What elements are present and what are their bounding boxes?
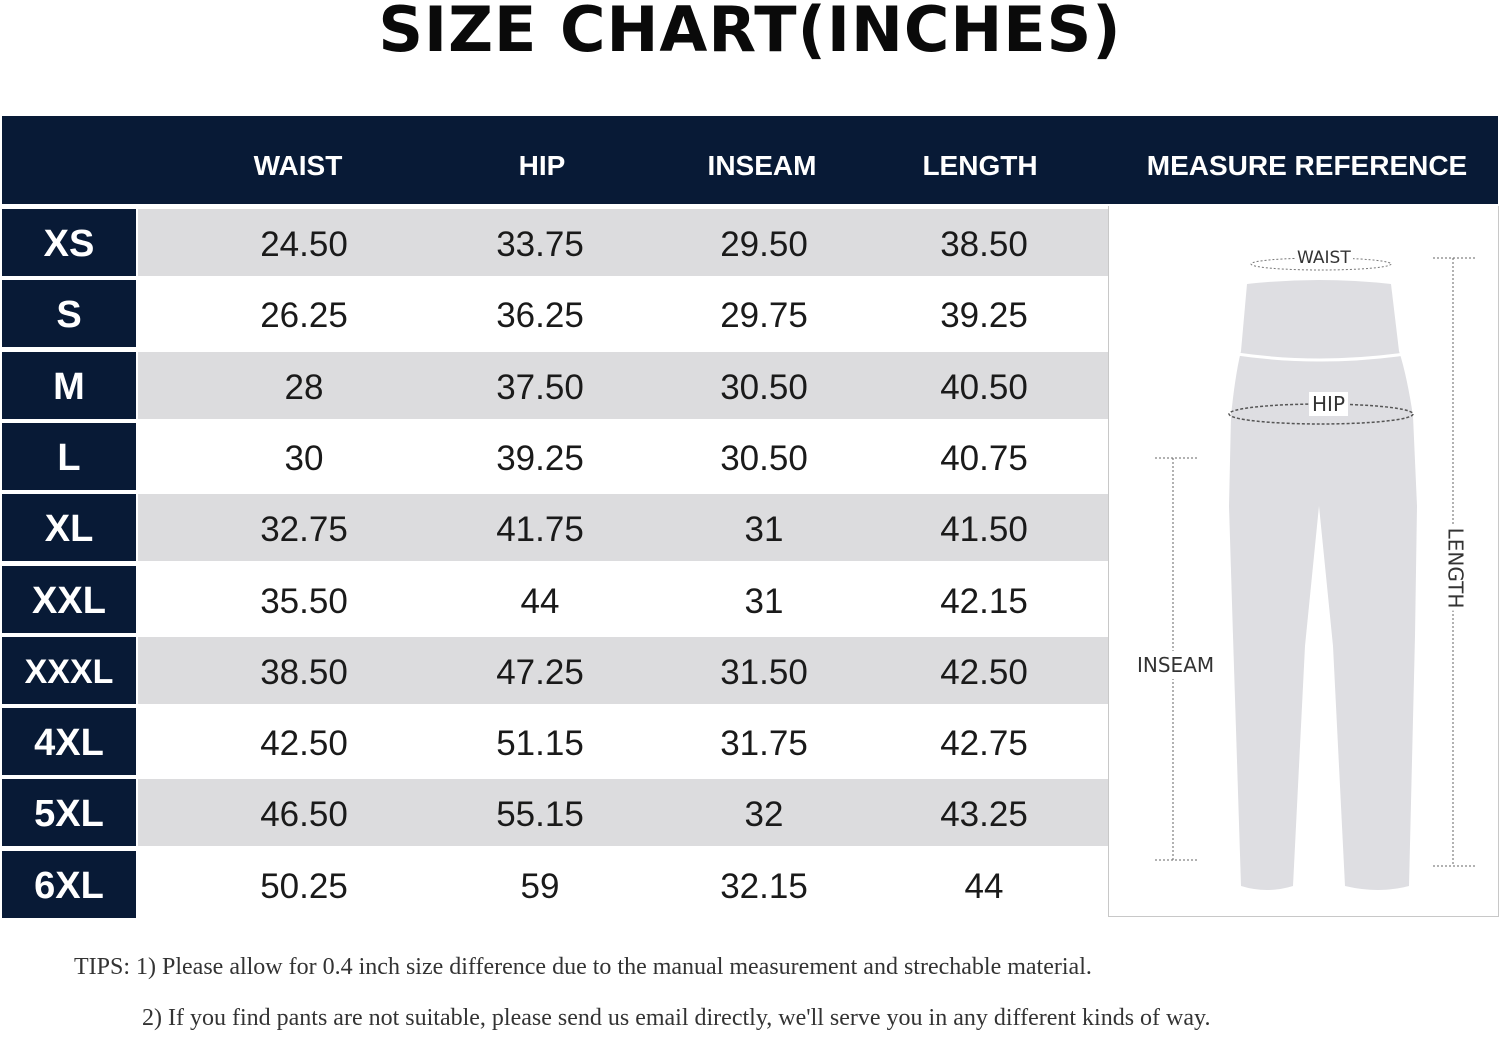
size-label: XS (2, 209, 136, 276)
hip-value: 41.75 (496, 510, 584, 549)
inseam-label: INSEAM (1135, 651, 1217, 679)
inseam-value: 32.15 (720, 867, 808, 906)
pants-diagram (1155, 257, 1475, 890)
hip-value: 47.25 (496, 653, 584, 692)
size-label: XL (2, 494, 136, 561)
inseam-value: 31 (744, 510, 784, 549)
table-header: WAIST HIP INSEAM LENGTH MEASURE REFERENC… (2, 116, 1498, 204)
waist-value: 32.75 (260, 510, 348, 549)
tips-line-2: 2) If you find pants are not suitable, p… (142, 1005, 1211, 1031)
measure-reference-panel: WAIST HIP INSEAM LENGTH (1108, 206, 1499, 917)
hip-value: 44 (520, 582, 560, 621)
inseam-value: 30.50 (720, 368, 808, 407)
page-title: SIZE CHART(INCHES) (378, 0, 1122, 66)
row-values: 35.50 44 31 42.15 (138, 566, 1108, 633)
waist-value: 42.50 (260, 724, 348, 763)
length-value: 42.15 (940, 582, 1028, 621)
size-label: S (2, 280, 136, 347)
table-row: S 26.25 36.25 29.75 39.25 (2, 280, 1108, 347)
waist-value: 35.50 (260, 582, 348, 621)
table-row: M 28 37.50 30.50 40.50 (2, 352, 1108, 419)
length-value: 40.75 (940, 439, 1028, 478)
size-label: XXXL (2, 637, 136, 704)
header-length: LENGTH (922, 150, 1038, 181)
row-values: 42.50 51.15 31.75 42.75 (138, 708, 1108, 775)
length-label: LENGTH (1443, 525, 1468, 611)
size-label: M (2, 352, 136, 419)
row-values: 50.25 59 32.15 44 (138, 851, 1108, 918)
table-row: 5XL 46.50 55.15 32 43.25 (2, 779, 1108, 846)
waist-value: 38.50 (260, 653, 348, 692)
inseam-value: 31.75 (720, 724, 808, 763)
size-label: 5XL (2, 779, 136, 846)
table-row: 4XL 42.50 51.15 31.75 42.75 (2, 708, 1108, 775)
header-inseam: INSEAM (707, 150, 817, 181)
row-values: 38.50 47.25 31.50 42.50 (138, 637, 1108, 704)
row-values: 32.75 41.75 31 41.50 (138, 494, 1108, 561)
inseam-value: 32 (744, 795, 784, 834)
inseam-value: 31.50 (720, 653, 808, 692)
header-waist: WAIST (253, 150, 343, 181)
hip-value: 37.50 (496, 368, 584, 407)
hip-value: 39.25 (496, 439, 584, 478)
waist-value: 26.25 (260, 296, 348, 335)
hip-label: HIP (1309, 392, 1348, 416)
length-value: 40.50 (940, 368, 1028, 407)
row-values: 24.50 33.75 29.50 38.50 (138, 209, 1108, 276)
header-measure-reference: MEASURE REFERENCE (1146, 150, 1468, 181)
waist-value: 50.25 (260, 867, 348, 906)
hip-value: 36.25 (496, 296, 584, 335)
size-label: L (2, 423, 136, 490)
size-label: XXL (2, 566, 136, 633)
hip-value: 51.15 (496, 724, 584, 763)
size-label: 4XL (2, 708, 136, 775)
waist-label: WAIST (1295, 248, 1353, 268)
hip-value: 33.75 (496, 225, 584, 264)
table-row: 6XL 50.25 59 32.15 44 (2, 851, 1108, 918)
hip-value: 55.15 (496, 795, 584, 834)
waist-value: 28 (284, 368, 324, 407)
row-values: 46.50 55.15 32 43.25 (138, 779, 1108, 846)
hip-value: 59 (520, 867, 560, 906)
table-row: XL 32.75 41.75 31 41.50 (2, 494, 1108, 561)
length-value: 42.75 (940, 724, 1028, 763)
length-value: 41.50 (940, 510, 1028, 549)
table-row: L 30 39.25 30.50 40.75 (2, 423, 1108, 490)
inseam-value: 30.50 (720, 439, 808, 478)
length-value: 43.25 (940, 795, 1028, 834)
length-value: 42.50 (940, 653, 1028, 692)
row-values: 28 37.50 30.50 40.50 (138, 352, 1108, 419)
inseam-value: 31 (744, 582, 784, 621)
table-row: XXL 35.50 44 31 42.15 (2, 566, 1108, 633)
row-values: 30 39.25 30.50 40.75 (138, 423, 1108, 490)
table-row: XXXL 38.50 47.25 31.50 42.50 (2, 637, 1108, 704)
waist-value: 24.50 (260, 225, 348, 264)
length-value: 44 (964, 867, 1004, 906)
waist-value: 46.50 (260, 795, 348, 834)
waist-value: 30 (284, 439, 324, 478)
table-row: XS 24.50 33.75 29.50 38.50 (2, 209, 1108, 276)
length-value: 38.50 (940, 225, 1028, 264)
header-hip: HIP (518, 150, 566, 181)
row-values: 26.25 36.25 29.75 39.25 (138, 280, 1108, 347)
tips-line-1: TIPS: 1) Please allow for 0.4 inch size … (74, 954, 1092, 980)
inseam-value: 29.75 (720, 296, 808, 335)
pants-silhouette (1229, 280, 1417, 890)
size-label: 6XL (2, 851, 136, 918)
length-value: 39.25 (940, 296, 1028, 335)
inseam-value: 29.50 (720, 225, 808, 264)
